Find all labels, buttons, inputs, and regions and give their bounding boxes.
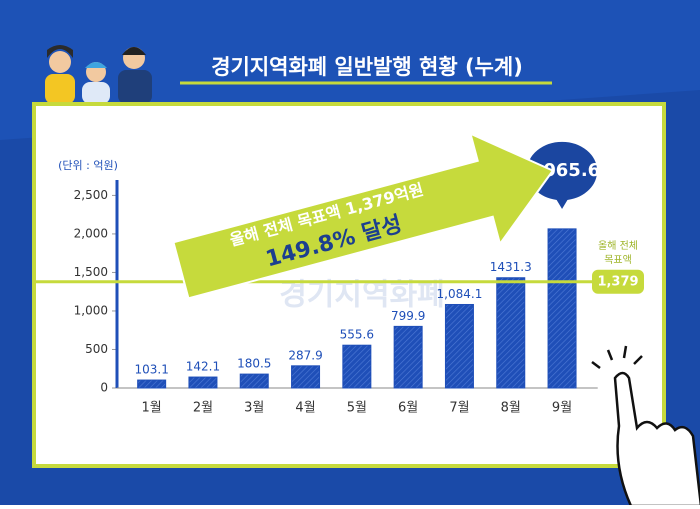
value-label: 799.9 bbox=[391, 309, 425, 323]
y-tick-label: 2,000 bbox=[74, 226, 108, 240]
x-tick-label: 8월 bbox=[501, 401, 521, 416]
bar bbox=[239, 373, 269, 389]
value-label: 103.1 bbox=[134, 363, 168, 377]
x-tick-label: 7월 bbox=[449, 401, 469, 416]
value-label: 142.1 bbox=[186, 360, 220, 374]
y-tick-label: 1,000 bbox=[74, 303, 108, 317]
target-name: 목표액 bbox=[604, 254, 632, 266]
target-label-box bbox=[592, 269, 644, 294]
value-label: 555.6 bbox=[340, 328, 374, 342]
x-tick-label: 4월 bbox=[295, 401, 315, 416]
x-tick-label: 6월 bbox=[398, 401, 418, 416]
target-name: 올해 전체 bbox=[598, 239, 638, 252]
plot: 0 500 1,000 1,500 2,000 2,500 1월 103.1 2월 142.1 3월… bbox=[36, 139, 644, 416]
value-label: 180.5 bbox=[237, 357, 271, 371]
hand-icon bbox=[591, 345, 700, 508]
bar bbox=[291, 365, 321, 389]
y-tick-label: 2,500 bbox=[74, 188, 108, 202]
value-label: 1431.3 bbox=[490, 260, 532, 274]
chart-title: 경기지역화폐 일반발행 현황 (누계) bbox=[211, 55, 523, 79]
target-label: 1,379 bbox=[597, 274, 638, 289]
illustration bbox=[45, 45, 152, 104]
bar bbox=[496, 277, 526, 389]
y-tick-label: 500 bbox=[85, 342, 108, 356]
highlight-bubble bbox=[525, 139, 600, 213]
y-tick-label: 0 bbox=[100, 381, 108, 395]
bar bbox=[342, 344, 372, 389]
bar bbox=[393, 325, 423, 389]
value-label: 287.9 bbox=[288, 348, 322, 362]
watermark: 경기지역화폐 bbox=[279, 278, 445, 313]
x-tick-label: 1월 bbox=[142, 401, 162, 416]
unit-label: (단위 : 억원) bbox=[58, 159, 118, 172]
y-tick-label: 1,500 bbox=[74, 265, 108, 279]
value-label: 1,084.1 bbox=[437, 287, 483, 301]
x-tick-label: 9월 bbox=[552, 401, 572, 416]
x-tick-label: 5월 bbox=[347, 401, 367, 416]
x-tick-label: 2월 bbox=[193, 401, 213, 416]
bar bbox=[137, 379, 167, 389]
bar bbox=[188, 376, 218, 389]
bar bbox=[444, 303, 474, 389]
bar bbox=[547, 228, 577, 389]
x-tick-label: 3월 bbox=[244, 401, 264, 416]
